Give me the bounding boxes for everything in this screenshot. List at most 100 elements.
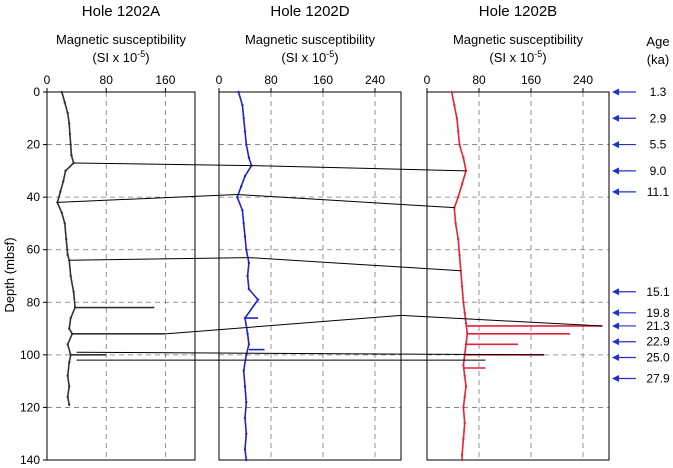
age-label: 25.0 [646, 350, 670, 364]
data-point [62, 180, 65, 183]
x-axis-title-line2: (SI x 10-5) [281, 49, 338, 65]
age-arrow-head [612, 322, 619, 330]
panel-title: Hole 1202B [479, 3, 557, 20]
data-point [457, 238, 460, 241]
correlation-line [76, 351, 545, 356]
x-tick-label: 240 [573, 73, 593, 87]
data-point [245, 353, 248, 357]
age-arrow-head [612, 188, 619, 196]
correlation-line [248, 257, 461, 272]
correlation-lines [57, 162, 603, 361]
y-tick-label: 120 [20, 400, 40, 414]
data-point [463, 422, 466, 425]
y-tick-label: 140 [20, 453, 40, 467]
age-header-line1: Age [646, 34, 669, 49]
x-tick-label: 0 [44, 73, 51, 87]
data-point [66, 253, 69, 257]
age-arrow-head [612, 309, 619, 317]
age-arrow-head [612, 141, 619, 149]
data-point [462, 364, 465, 367]
panel-frame [426, 91, 610, 461]
data-point [457, 130, 460, 133]
age-arrow-head [612, 353, 619, 361]
correlation-line [69, 257, 249, 261]
data-point [243, 448, 247, 451]
data-point [68, 361, 71, 364]
data-point [66, 111, 69, 115]
y-axis-label: Depth (mbsf) [2, 237, 17, 312]
panel-3: Hole 1202B Magnetic susceptibility (SI x 1… [424, 3, 610, 462]
age-label: 27.9 [646, 372, 670, 386]
age-label: 11.1 [647, 185, 670, 199]
data-point [245, 432, 248, 435]
data-point [72, 290, 75, 293]
data-point [243, 174, 247, 178]
x-axis-title-exponent: -5 [534, 49, 542, 59]
data-point [245, 400, 248, 404]
data-point [460, 182, 464, 186]
data-point [243, 385, 247, 388]
data-point [463, 395, 466, 399]
data-point [463, 374, 466, 378]
x-axis-title-exponent: -5 [326, 49, 334, 59]
x-tick-label: 0 [216, 73, 223, 87]
age-label: 15.1 [646, 285, 670, 299]
data-point [460, 453, 464, 456]
data-point [68, 403, 71, 406]
data-point [236, 195, 239, 199]
data-point [247, 261, 251, 265]
data-point [69, 316, 72, 320]
panel-frame [218, 91, 402, 461]
panel-title: Hole 1202D [270, 3, 349, 20]
panel-2: Hole 1202D Magnetic susceptibility (SI x 1… [216, 3, 402, 462]
data-point [237, 90, 240, 94]
y-tick-label: 0 [33, 85, 40, 99]
x-axis-title-close: ) [542, 50, 546, 65]
data-point [464, 322, 468, 325]
data-point [462, 406, 465, 409]
correlation-line [251, 165, 467, 172]
data-point [247, 287, 251, 291]
data-point [63, 222, 66, 225]
age-markers: 1.3 2.9 5.5 9.0 11.1 15.1 19.821.3 22.925.0 27.9 [612, 85, 670, 386]
age-arrow-head [612, 88, 619, 96]
data-point [242, 369, 245, 372]
panel-1: Hole 1202A Magnetic susceptibility (SI x 1… [20, 3, 196, 467]
age-arrow-head [612, 114, 619, 122]
data-point [457, 195, 460, 199]
age-header-line2: (ka) [647, 52, 669, 67]
data-point [242, 222, 245, 225]
data-point [463, 311, 466, 314]
x-tick-label: 0 [424, 73, 431, 87]
data-point [64, 169, 67, 173]
data-point [256, 298, 260, 301]
x-tick-label: 240 [365, 73, 385, 87]
x-axis-title-exponent: -5 [137, 49, 145, 59]
data-point [464, 385, 468, 388]
data-point [460, 285, 464, 288]
data-point [242, 117, 245, 120]
data-series [450, 91, 469, 460]
age-label: 1.3 [650, 85, 667, 99]
data-point [243, 130, 247, 133]
data-point [450, 90, 453, 94]
x-tick-label: 160 [313, 73, 333, 87]
x-tick-label: 80 [264, 73, 278, 87]
data-point [247, 343, 251, 346]
panels-group: Hole 1202A Magnetic susceptibility (SI x 1… [20, 3, 610, 467]
panel-title: Hole 1202A [82, 3, 160, 20]
data-point [247, 156, 251, 159]
x-axis-title-close: ) [334, 50, 338, 65]
data-point [60, 211, 63, 215]
correlation-line [73, 162, 252, 167]
y-tick-label: 80 [27, 295, 41, 309]
data-point [246, 332, 249, 336]
data-point [68, 327, 71, 330]
x-axis-title-line1: Magnetic susceptibility [245, 32, 376, 47]
data-series [56, 91, 76, 405]
y-tick-label: 60 [27, 243, 41, 257]
data-point [241, 103, 244, 107]
y-tick-label: 100 [20, 348, 40, 362]
data-point [458, 253, 461, 257]
